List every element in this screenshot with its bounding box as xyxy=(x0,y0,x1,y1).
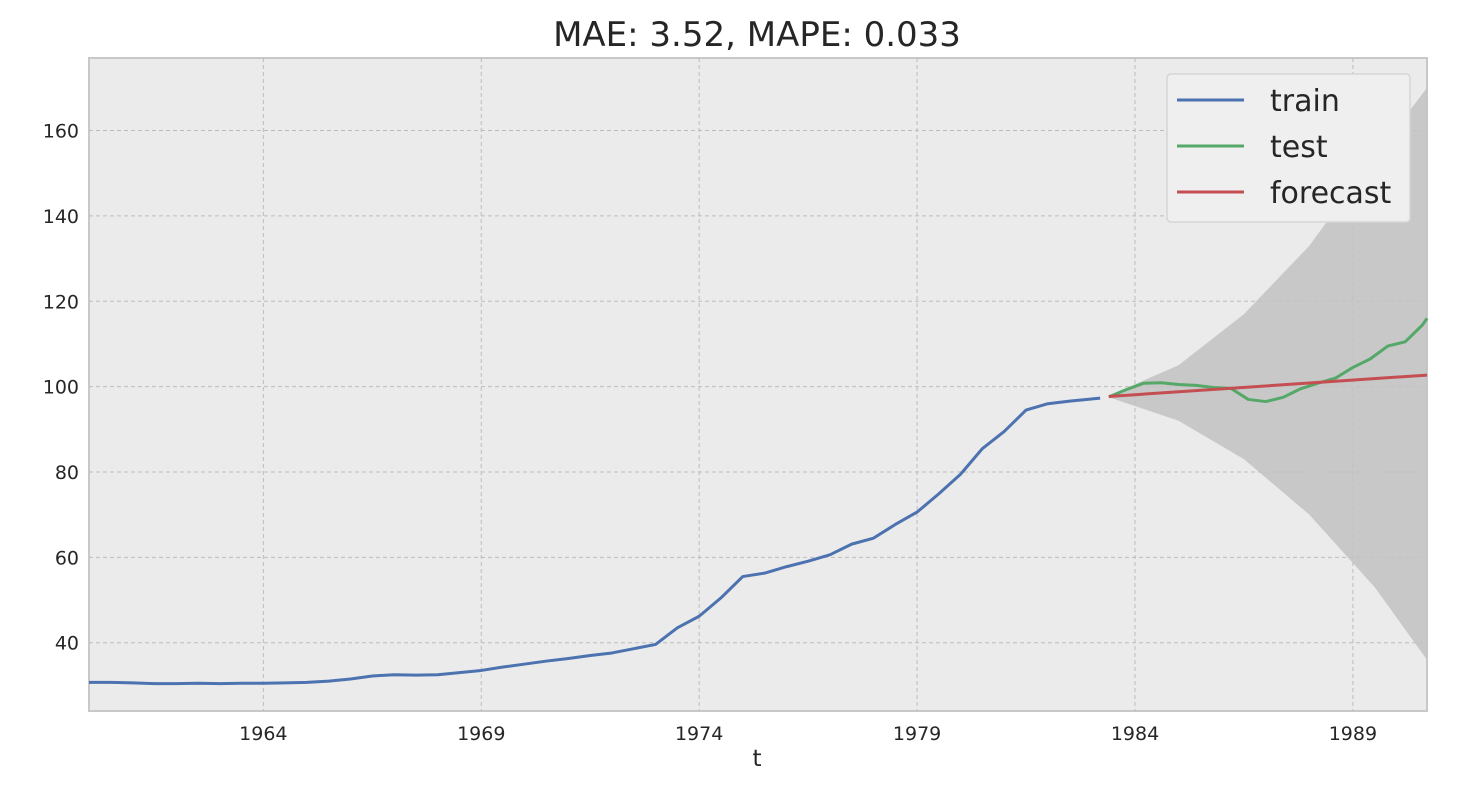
x-tick-label: 1984 xyxy=(1111,723,1159,745)
legend-box xyxy=(1166,73,1411,223)
y-tick-label: 160 xyxy=(43,121,79,143)
confidence-band-area xyxy=(1108,87,1427,660)
x-tick-label: 1974 xyxy=(675,723,723,745)
series-line-train xyxy=(89,396,1101,686)
y-tick-label: 140 xyxy=(43,206,79,228)
x-axis-ticks: 1964 1969 1974 1979 1984 1989 xyxy=(239,723,1377,745)
confidence-band xyxy=(1108,87,1427,660)
y-tick-label: 120 xyxy=(43,291,79,313)
x-tick-label: 1964 xyxy=(239,723,287,745)
y-tick-label: 60 xyxy=(55,547,79,569)
y-tick-label: 100 xyxy=(43,377,79,399)
series-line-forecast xyxy=(1108,373,1428,398)
x-axis-label: t xyxy=(752,746,761,772)
chart-title: MAE: 3.52, MAPE: 0.033 xyxy=(553,15,961,55)
x-tick-label: 1979 xyxy=(893,723,941,745)
x-tick-label: 1969 xyxy=(457,723,505,745)
y-tick-label: 80 xyxy=(55,462,79,484)
x-tick-label: 1989 xyxy=(1329,723,1377,745)
series-lines xyxy=(89,317,1429,686)
legend-label-forecast: forecast xyxy=(1270,176,1392,211)
legend: train test forecast xyxy=(1166,73,1411,223)
legend-label-test: test xyxy=(1270,130,1328,165)
series-line-test xyxy=(1108,317,1429,404)
legend-label-train: train xyxy=(1270,84,1340,119)
y-tick-label: 40 xyxy=(55,633,79,655)
y-axis-ticks: 40 60 80 100 120 140 160 xyxy=(43,121,79,655)
